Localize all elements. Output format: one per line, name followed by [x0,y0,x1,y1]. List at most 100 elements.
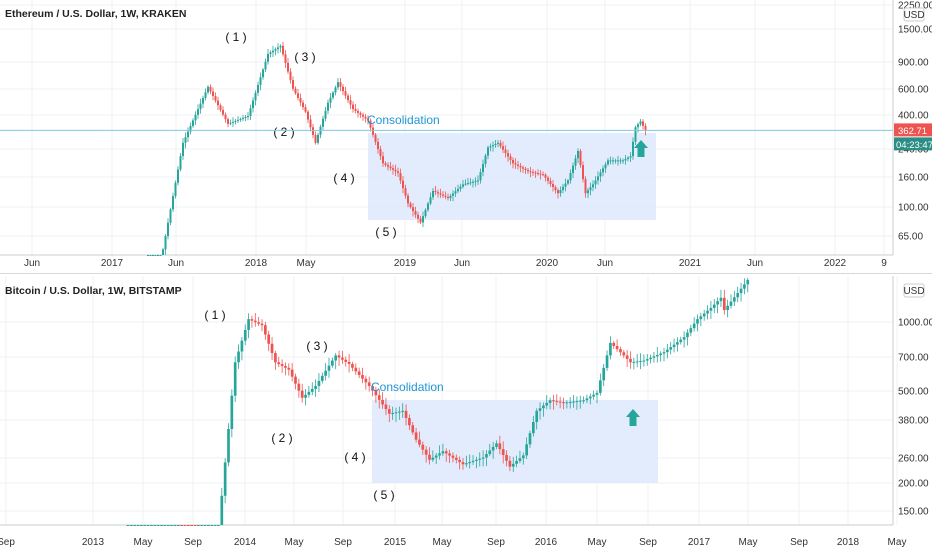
candle-body [444,195,447,197]
wave-label: ( 5 ) [373,488,394,502]
candle-body [264,325,267,335]
candle-body [334,355,338,361]
time-tick-label: May [134,537,153,548]
time-tick-label: 2018 [837,537,860,548]
ethereum-time-axis[interactable]: Jun 2017 Jun 2018 May 2019 Jun 2020 Jun 2021 Jun 20… [24,258,887,269]
candle-body [149,255,152,256]
candle-body [274,353,277,363]
candle-body [192,120,194,127]
candle-body [204,92,207,98]
candle-body [162,249,164,255]
candle-body [337,82,339,88]
candle-body [247,115,249,117]
candle-body [542,174,544,176]
candle-body [252,100,254,109]
candle-body [309,119,312,128]
candle-body [465,463,468,465]
candle-body [511,463,515,467]
candle-body [679,339,683,343]
candle-body [180,525,183,526]
candle-body [441,451,445,454]
candle-body [304,107,307,112]
candle-body [412,207,414,212]
candle-body [384,404,388,410]
candle-body [402,180,404,189]
last-price-badge: 362.71 [898,126,927,137]
ethereum-grid [0,0,894,256]
candle-body [182,142,184,157]
candle-body [528,433,532,445]
time-tick-label: Sep [790,537,808,548]
candle-body [374,390,378,396]
candle-body [324,370,327,376]
candle-body [297,383,301,391]
candle-body [227,119,229,124]
price-tick-label: 600.00 [898,85,929,96]
candle-body [585,398,589,401]
candle-body [243,329,247,341]
candle-body [712,304,716,308]
wave-label: ( 3 ) [306,339,327,353]
candle-body [414,211,417,215]
candle-body [176,525,180,526]
candle-body [334,87,337,93]
candle-body [332,92,334,98]
time-tick-label: May [888,537,907,548]
candle-body [359,112,362,115]
candle-body [602,168,604,173]
candle-body [341,357,344,360]
price-tick-label: 400.00 [898,111,929,122]
candle-body [217,525,220,526]
bitcoin-price-axis[interactable]: 1000.00 700.00 500.00 380.00 260.00 200.00 150… [898,318,932,518]
candle-body [146,525,150,526]
candle-body [475,459,478,461]
candle-body [384,163,387,165]
candle-body [554,187,557,191]
candle-body [130,525,133,526]
candle-body [438,453,441,456]
candle-body [432,190,434,198]
candle-body [257,84,259,93]
bitcoin-consolidation-box [372,400,658,483]
wave-label: ( 1 ) [204,308,225,322]
bitcoin-chart-title: Bitcoin / U.S. Dollar, 1W, BITSTAMP [5,285,182,297]
ethereum-candles [147,41,647,256]
candle-body [538,408,542,411]
candle-body [253,320,257,323]
candle-body [347,361,351,365]
bitcoin-time-axis[interactable]: Sep 2013 May Sep 2014 May Sep 2015 May Sep 2016 May… [0,537,906,548]
candle-body [224,114,227,120]
candle-body [210,525,214,526]
candle-body [642,360,646,362]
candle-body [239,118,242,120]
candle-body [451,455,455,458]
candle-body [404,410,408,419]
candle-body [234,120,237,122]
candle-body [492,145,494,147]
candle-body [199,103,202,110]
candle-body [267,53,269,62]
candle-body [467,183,469,185]
candle-body [565,402,569,404]
candle-body [502,146,504,150]
candle-body [369,120,372,128]
candle-body [558,401,562,403]
candle-body [669,347,673,350]
candle-body [549,180,552,184]
time-tick-label: 2021 [679,258,702,269]
candle-body [452,193,454,196]
candle-body [190,525,193,526]
candle-body [133,525,137,526]
time-tick-label: 9 [881,258,887,269]
candle-body [269,52,272,54]
candle-body [514,163,517,165]
candle-body [186,525,190,526]
candle-body [619,349,622,353]
candle-body [682,337,686,340]
candle-body [329,97,332,103]
candle-body [659,353,662,355]
price-tick-label: 900.00 [898,58,929,69]
candle-body [634,127,637,142]
ethereum-price-axis[interactable]: 2250.001500.00900.00600.00400.00240.0016… [898,1,932,243]
